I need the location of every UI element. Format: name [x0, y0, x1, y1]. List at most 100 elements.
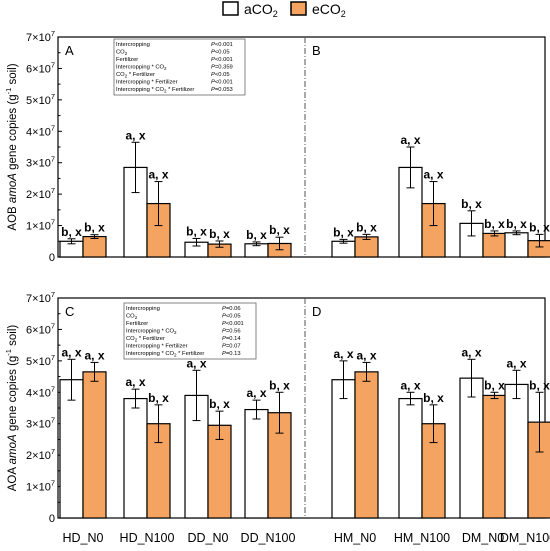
y-tick-label: 3×107 — [26, 416, 55, 431]
significance-label: b, x — [356, 220, 377, 234]
y-tick-label: 4×107 — [26, 123, 55, 138]
significance-label: b, x — [529, 220, 550, 234]
stats-term: Intercropping — [126, 306, 160, 312]
stats-pvalue: P=0.053 — [211, 87, 233, 93]
y-tick-label: 7×107 — [26, 29, 55, 44]
significance-label: b, x — [484, 378, 505, 392]
panel-letter: D — [312, 304, 321, 319]
x-tick-label: DM_N100 — [500, 531, 550, 545]
significance-label: a, x — [333, 347, 353, 361]
bar-aco2 — [504, 232, 529, 258]
significance-label: b, x — [506, 217, 527, 231]
significance-label: a, x — [400, 133, 420, 147]
bar-eco2 — [82, 235, 107, 258]
significance-label: a, x — [461, 345, 481, 359]
legend-swatch-eco2 — [290, 1, 307, 16]
y-tick-label: 1×107 — [26, 218, 55, 233]
panel-letter: B — [312, 43, 321, 58]
bar-eco2 — [482, 394, 507, 519]
aob-chart: 0 1×107 2×107 3×107 4×107 5×107 6×107 7×107 AOB … — [4, 29, 550, 264]
significance-label: a, x — [356, 348, 376, 362]
aoa-chart: 0 1×107 2×107 3×107 4×107 5×107 6×107 7×107 AOA … — [4, 290, 550, 545]
x-tick-label: HD_N0 — [63, 531, 104, 545]
stats-pvalue: P=0.06 — [222, 306, 241, 312]
stats-pvalue: P<0.05 — [211, 72, 230, 78]
bar-eco2 — [82, 371, 107, 519]
stats-term: CO2​ * Fertilizer — [116, 72, 155, 79]
significance-label: b, x — [246, 228, 267, 242]
y-tick-label: 2×107 — [26, 186, 55, 201]
y-tick-label: 3×107 — [26, 155, 55, 170]
stats-pvalue: P=0.14 — [222, 336, 241, 342]
y-tick-label: 0 — [49, 513, 55, 525]
stats-pvalue: P<0.001 — [222, 321, 244, 327]
legend-swatch-aco2 — [222, 1, 239, 16]
significance-label: a, x — [506, 356, 526, 370]
y-tick-label: 4×107 — [26, 384, 55, 399]
significance-label: b, x — [148, 391, 169, 405]
bar-eco2 — [482, 232, 507, 258]
significance-label: a, x — [148, 168, 168, 182]
significance-label: a, x — [246, 386, 266, 400]
x-tick-label: DD_N0 — [188, 531, 229, 545]
y-axis-label: AOA amoA gene copies (g-1 soil) — [4, 325, 19, 492]
stats-table — [113, 38, 246, 96]
significance-label: b, x — [61, 225, 82, 239]
y-tick-label: 0 — [49, 252, 55, 264]
stats-term: Intercropping * CO2​ — [126, 329, 177, 336]
x-tick-label: HD_N100 — [120, 531, 175, 545]
y-tick-label: 5×107 — [26, 353, 55, 368]
stats-pvalue: P=0.13 — [222, 351, 241, 357]
significance-label: b, x — [186, 224, 207, 238]
significance-label: b, x — [209, 397, 230, 411]
bar-aco2 — [504, 383, 529, 519]
y-tick-label: 2×107 — [26, 447, 55, 462]
bar-aco2 — [459, 377, 484, 519]
y-tick-label: 1×107 — [26, 479, 55, 494]
stats-table — [123, 302, 257, 360]
stats-pvalue: P<0.001 — [211, 80, 233, 86]
x-tick-label: DM_N0 — [462, 531, 504, 545]
significance-label: a, x — [423, 168, 443, 182]
panel-letter: C — [65, 304, 74, 319]
stats-term: Intercropping * CO2​ * Fertilizer — [116, 87, 194, 94]
legend: aCO2 eCO2 — [222, 1, 346, 19]
significance-label: b, x — [484, 217, 505, 231]
significance-label: b, x — [461, 197, 482, 211]
stats-term: Intercropping — [116, 42, 150, 48]
y-tick-label: 6×107 — [26, 60, 55, 75]
bar-aco2 — [123, 397, 148, 519]
legend-label-aco2: aCO2 — [244, 1, 278, 19]
significance-label: a, x — [186, 356, 206, 370]
significance-label: a, x — [125, 128, 145, 142]
stats-pvalue: P<0.001 — [211, 42, 233, 48]
bar-eco2 — [354, 371, 379, 519]
y-tick-label: 6×107 — [26, 321, 55, 336]
bar-aco2 — [331, 379, 356, 519]
stats-term: Intercropping * CO2​ — [116, 65, 167, 72]
significance-label: b, x — [209, 227, 230, 241]
bar-eco2 — [354, 236, 379, 258]
stats-term: Fertilizer — [126, 321, 148, 327]
y-axis-label: AOB amoA gene copies (g-1 soil) — [4, 63, 19, 230]
significance-label: b, x — [333, 225, 354, 239]
significance-label: a, x — [84, 348, 104, 362]
stats-term: Intercropping * CO2​ * Fertilizer — [126, 351, 204, 358]
x-tick-label: DD_N100 — [241, 531, 296, 545]
stats-pvalue: P<0.05 — [211, 50, 230, 56]
stats-term: Intercropping * Fertilizer — [116, 80, 178, 86]
x-tick-label: HM_N100 — [394, 531, 450, 545]
significance-label: b, x — [423, 391, 444, 405]
y-tick-label: 5×107 — [26, 92, 55, 107]
stats-pvalue: P=0.359 — [211, 65, 233, 71]
significance-label: a, x — [125, 375, 145, 389]
significance-label: a, x — [61, 345, 81, 359]
panel-letter: A — [65, 43, 74, 58]
significance-label: b, x — [269, 223, 290, 237]
bar-aco2 — [244, 408, 269, 519]
stats-pvalue: P<0.05 — [222, 314, 241, 320]
significance-label: b, x — [84, 221, 105, 235]
stats-term: Intercropping * Fertilizer — [126, 344, 188, 350]
stats-pvalue: P=0.56 — [222, 329, 241, 335]
